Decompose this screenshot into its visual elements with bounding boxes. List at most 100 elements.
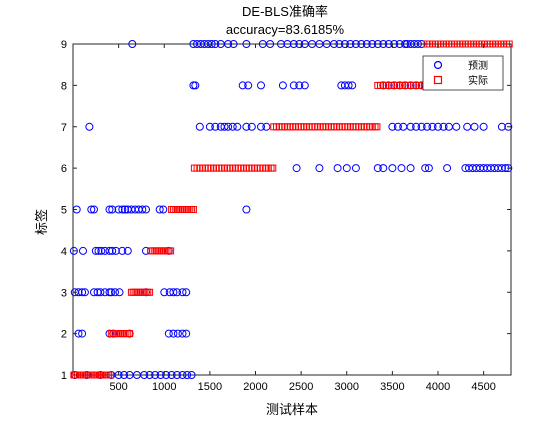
predicted-point: [439, 122, 448, 131]
predicted-point: [105, 246, 114, 255]
predicted-point: [233, 122, 242, 131]
predicted-point: [397, 164, 406, 173]
predicted-point: [417, 40, 426, 48]
predicted-point: [340, 40, 349, 48]
predicted-point: [292, 164, 301, 173]
predicted-point: [182, 329, 191, 338]
y-tick-label: 7: [61, 122, 67, 134]
predicted-point: [128, 40, 137, 48]
predicted-point: [300, 81, 309, 90]
predicted-point: [207, 40, 216, 48]
predicted-point: [224, 40, 233, 48]
chart-subtitle: accuracy=83.6185%: [226, 22, 345, 37]
predicted-point: [142, 205, 150, 214]
predicted-point: [107, 288, 116, 297]
actual-point: [126, 330, 134, 338]
x-tick-label: 500: [109, 381, 127, 393]
legend: 预测 实际: [422, 55, 504, 91]
predicted-point: [335, 40, 344, 48]
actual-point: [505, 40, 513, 48]
predicted-point: [85, 122, 94, 131]
predicted-point: [434, 122, 442, 131]
y-tick-label: 6: [61, 163, 67, 175]
predicted-point: [406, 122, 415, 131]
y-tick-label: 8: [61, 80, 67, 92]
predicted-point: [94, 246, 103, 255]
predicted-point: [178, 288, 187, 297]
predicted-point: [266, 40, 275, 48]
y-tick-label: 5: [61, 205, 67, 217]
y-axis-label: 标签: [34, 209, 50, 235]
predicted-point: [91, 246, 100, 255]
actual-point: [373, 123, 381, 131]
actual-point: [269, 164, 277, 172]
predicted-point: [69, 246, 78, 255]
predicted-point: [118, 205, 127, 214]
x-tick-label: 4500: [471, 381, 495, 393]
predicted-point: [90, 288, 98, 297]
predicted-point: [342, 164, 351, 173]
predicted-point: [257, 81, 265, 90]
x-tick-label: 3000: [335, 381, 359, 393]
predicted-point: [417, 122, 426, 131]
predicted-point: [479, 122, 488, 131]
actual-point: [167, 247, 175, 255]
predicted-point: [289, 81, 298, 90]
predicted-point: [412, 122, 421, 131]
predicted-point: [289, 40, 298, 48]
predicted-point: [155, 205, 164, 214]
predicted-point: [105, 205, 114, 214]
predicted-point: [159, 205, 168, 214]
predicted-point: [123, 246, 132, 255]
predicted-point: [388, 122, 397, 131]
legend-box: [422, 55, 504, 91]
predicted-point: [443, 164, 452, 173]
y-tick-label: 3: [61, 287, 67, 299]
predicted-point: [162, 371, 171, 379]
predicted-point: [111, 288, 119, 297]
predicted-point: [115, 288, 124, 297]
predicted-point: [333, 164, 342, 173]
predicted-point: [79, 246, 87, 255]
predicted-point: [228, 122, 237, 131]
predicted-point: [211, 40, 220, 48]
predicted-point: [173, 371, 181, 379]
x-tick-label: 4000: [426, 381, 450, 393]
predicted-point: [295, 40, 304, 48]
chart-title: DE-BLS准确率: [242, 4, 328, 19]
predicted-point: [497, 164, 506, 173]
predicted-point: [167, 371, 176, 379]
x-tick-label: 1500: [198, 381, 222, 393]
x-tick-label: 2000: [243, 381, 267, 393]
predicted-point: [120, 371, 129, 379]
actual-point: [146, 288, 154, 296]
predicted-point: [388, 164, 397, 173]
predicted-point: [351, 40, 360, 48]
predicted-point: [283, 40, 292, 48]
predicted-point: [182, 288, 191, 297]
predicted-point: [229, 40, 238, 48]
predicted-point: [169, 329, 178, 338]
predicted-point: [121, 205, 129, 214]
predicted-point: [173, 288, 181, 297]
predicted-point: [344, 81, 353, 90]
predicted-point: [211, 122, 220, 131]
predicted-point: [244, 81, 253, 90]
predicted-point: [452, 122, 461, 131]
predicted-point: [406, 164, 415, 173]
predicted-point: [87, 205, 96, 214]
predicted-point: [470, 122, 479, 131]
predicted-point: [379, 40, 388, 48]
predicted-point: [421, 164, 430, 173]
predicted-point: [100, 288, 109, 297]
predicted-point: [423, 122, 432, 131]
legend-label-predicted: 预测: [468, 59, 488, 72]
predicted-point: [368, 40, 377, 48]
predicted-point: [178, 329, 187, 338]
predicted-point: [178, 371, 187, 379]
actual-point: [189, 206, 197, 213]
predicted-point: [187, 371, 196, 379]
legend-marker-predicted: [433, 60, 443, 70]
predicted-point: [118, 246, 127, 255]
